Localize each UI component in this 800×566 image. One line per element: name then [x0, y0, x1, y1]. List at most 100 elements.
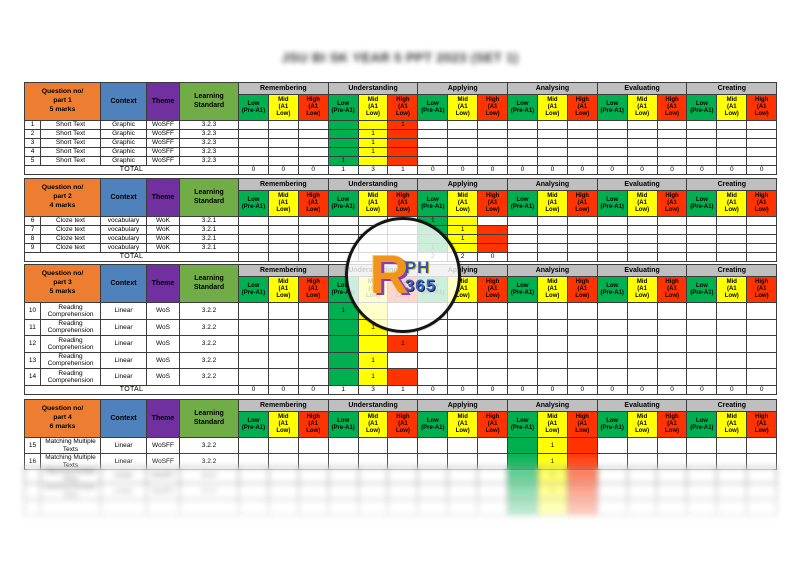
- watermark-ph-text: PH: [404, 258, 431, 278]
- mark-cell: [297, 156, 329, 166]
- mark-cell: [596, 243, 628, 253]
- mark-cell: [596, 335, 628, 353]
- mark-cell: [477, 216, 509, 226]
- mark-cell: [327, 147, 359, 157]
- mark-cell: [596, 368, 628, 386]
- mark-cell: [297, 499, 329, 516]
- mark-cell: [238, 216, 269, 226]
- high-level-header: High (A1 Low): [297, 276, 329, 303]
- mark-cell: [596, 318, 628, 336]
- jsu-table-part-4-blurred: Matching Multiple Texts Linear WoSFF 3.2.2 1…: [24, 467, 778, 516]
- mark-cell: [566, 216, 598, 226]
- question-type-cell: [40, 499, 101, 516]
- low-level-header: Low (Pre-A1): [596, 94, 628, 121]
- mark-cell: [238, 243, 269, 253]
- mark-cell: [357, 156, 389, 166]
- mark-cell: [686, 216, 718, 226]
- mark-cell: [566, 318, 598, 336]
- mark-cell: [716, 129, 748, 139]
- question-number-cell: 14: [24, 368, 41, 386]
- mark-cell: [417, 467, 449, 484]
- total-value-cell: 0: [238, 165, 269, 175]
- theme-cell: WoS: [146, 302, 181, 320]
- mark-cell: [267, 499, 299, 516]
- total-value-cell: 0: [447, 165, 479, 175]
- mark-cell: [686, 138, 718, 148]
- total-value-cell: [566, 252, 598, 262]
- learning-standard-cell: [179, 499, 239, 516]
- mark-cell: [746, 335, 778, 353]
- mark-cell: [297, 138, 329, 148]
- mark-cell: [477, 243, 509, 253]
- mark-cell: [238, 129, 269, 139]
- mark-cell: [686, 499, 718, 516]
- mark-cell: [626, 318, 658, 336]
- mark-cell: [297, 335, 329, 353]
- mark-cell: [327, 351, 359, 369]
- mark-cell: [238, 138, 269, 148]
- total-value-cell: [716, 252, 748, 262]
- question-type-cell: Reading Comprehension: [39, 302, 102, 320]
- mark-cell: [686, 368, 718, 386]
- mark-cell: [447, 120, 479, 130]
- mark-cell: [387, 147, 419, 157]
- high-level-header: High (A1 Low): [746, 276, 778, 303]
- mark-cell: [656, 483, 688, 500]
- mark-cell: [716, 216, 748, 226]
- low-level-header: Low (Pre-A1): [327, 190, 359, 217]
- mark-cell: [477, 147, 509, 157]
- mark-cell: [327, 225, 359, 235]
- mark-cell: [447, 499, 479, 516]
- question-type-cell: Reading Comprehension: [39, 335, 102, 353]
- learning-standard-cell: 3.2.3: [179, 129, 240, 139]
- question-type-cell: Matching Multiple Texts: [40, 483, 101, 500]
- taxonomy-group-label: Analysing: [507, 178, 598, 191]
- table-section-part-1: Question no/ part 1 5 marks Context Them…: [23, 82, 778, 175]
- mark-cell: [357, 335, 389, 353]
- mark-cell: [746, 351, 778, 369]
- mark-cell: [327, 499, 359, 516]
- mark-cell: [596, 225, 628, 235]
- mark-cell: [387, 368, 419, 386]
- mark-cell: [477, 335, 509, 353]
- low-level-header: Low (Pre-A1): [417, 411, 449, 438]
- mark-cell: [267, 483, 299, 500]
- total-value-cell: 0: [267, 165, 299, 175]
- mark-cell: [477, 437, 509, 454]
- learning-standard-cell: 3.2.3: [179, 120, 240, 130]
- mark-cell: [327, 129, 359, 139]
- mark-cell: [357, 483, 389, 500]
- mark-cell: [626, 216, 658, 226]
- mark-cell: [626, 499, 658, 516]
- theme-cell: WoSFF: [146, 483, 180, 500]
- mark-cell: [536, 318, 568, 336]
- question-number-cell: [24, 499, 41, 516]
- mark-cell: [238, 156, 269, 166]
- total-value-cell: 0: [297, 384, 329, 395]
- mark-cell: [387, 499, 419, 516]
- high-level-header: High (A1 Low): [656, 276, 688, 303]
- context-cell: vocabulary: [100, 243, 148, 253]
- mark-cell: [686, 335, 718, 353]
- total-label: TOTAL: [23, 252, 240, 262]
- theme-cell: [146, 499, 180, 516]
- part-header: Question no/ part 3 5 marks: [23, 264, 102, 303]
- mark-cell: [417, 351, 449, 369]
- mark-cell: 1: [357, 147, 389, 157]
- mark-cell: [746, 138, 778, 148]
- mark-cell: [566, 129, 598, 139]
- mark-cell: 1: [357, 351, 389, 369]
- context-cell: Linear: [100, 335, 148, 353]
- mark-cell: [387, 483, 419, 500]
- mark-cell: [477, 138, 509, 148]
- mark-cell: [267, 147, 299, 157]
- mark-cell: [507, 138, 538, 148]
- mark-cell: [746, 499, 778, 516]
- mark-cell: [267, 243, 299, 253]
- mark-cell: [746, 368, 778, 386]
- context-cell: Linear: [100, 437, 148, 454]
- learning-standard-cell: 3.2.1: [179, 216, 240, 226]
- mark-cell: [327, 318, 359, 336]
- mark-cell: [507, 368, 538, 386]
- question-number-cell: 8: [24, 234, 41, 244]
